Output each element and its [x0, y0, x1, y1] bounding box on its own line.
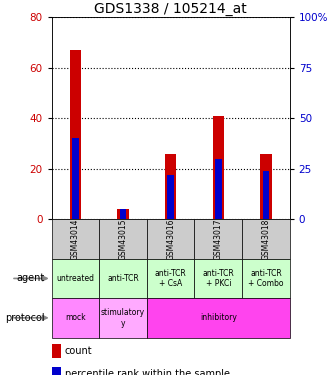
Bar [72, 138, 79, 219]
Text: anti-TCR: anti-TCR [107, 274, 139, 283]
Bar [212, 116, 224, 219]
Bar [120, 209, 127, 219]
Bar [147, 219, 194, 259]
Title: GDS1338 / 105214_at: GDS1338 / 105214_at [94, 2, 247, 16]
Text: percentile rank within the sample: percentile rank within the sample [65, 369, 230, 375]
Bar [52, 344, 61, 358]
Text: GSM43018: GSM43018 [261, 218, 270, 260]
Text: anti-TCR
+ PKCi: anti-TCR + PKCi [202, 269, 234, 288]
Bar [52, 219, 99, 259]
Bar [194, 259, 242, 298]
Bar [242, 259, 290, 298]
Bar [99, 298, 147, 338]
Bar [167, 175, 174, 219]
Text: count: count [65, 346, 92, 356]
Bar [147, 259, 194, 298]
Text: GSM43014: GSM43014 [71, 218, 80, 260]
Bar [52, 259, 99, 298]
Bar [70, 50, 81, 219]
Bar [99, 259, 147, 298]
Bar [194, 219, 242, 259]
Bar [147, 298, 290, 338]
Bar [262, 171, 269, 219]
Bar [99, 219, 147, 259]
Text: GSM43016: GSM43016 [166, 218, 175, 260]
Bar [52, 298, 99, 338]
Bar [52, 367, 61, 375]
Text: agent: agent [17, 273, 45, 284]
Bar [242, 219, 290, 259]
Bar [215, 159, 222, 219]
Text: GSM43015: GSM43015 [119, 218, 128, 260]
Bar [260, 154, 272, 219]
Text: untreated: untreated [56, 274, 95, 283]
Bar [117, 209, 129, 219]
Text: inhibitory: inhibitory [200, 314, 237, 322]
Bar [165, 154, 176, 219]
Text: anti-TCR
+ CsA: anti-TCR + CsA [155, 269, 186, 288]
Text: GSM43017: GSM43017 [214, 218, 223, 260]
Text: anti-TCR
+ Combo: anti-TCR + Combo [248, 269, 284, 288]
Text: protocol: protocol [5, 313, 45, 323]
Text: stimulatory
y: stimulatory y [101, 308, 145, 327]
Text: mock: mock [65, 314, 86, 322]
